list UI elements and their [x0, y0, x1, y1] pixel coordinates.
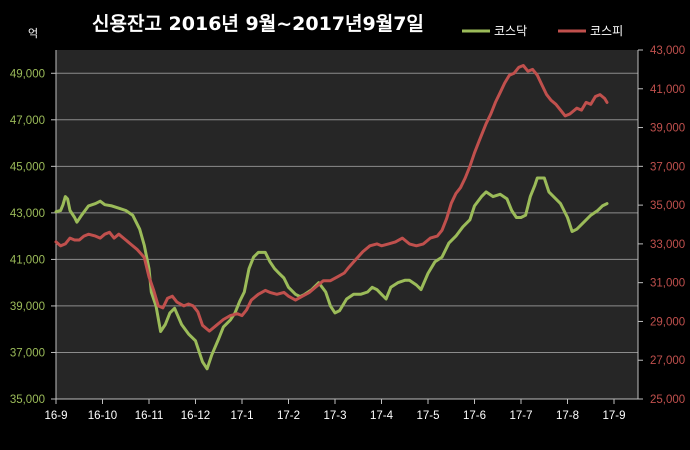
y-right-tick-label: 43,000: [650, 45, 685, 57]
gridlines: [55, 50, 639, 400]
y-right-tick-label: 25,000: [650, 394, 685, 406]
x-tick-label: 17-4: [370, 410, 394, 422]
y-right-tick-label: 37,000: [650, 161, 685, 173]
y-right-tick-label: 39,000: [650, 123, 685, 135]
x-tick-label: 16-11: [135, 410, 164, 422]
y-left-tick-label: 45,000: [10, 161, 45, 173]
x-tick-label: 17-7: [509, 410, 532, 422]
x-tick-label: 16-10: [88, 410, 117, 422]
unit-label: 억: [28, 27, 38, 40]
y-right-tick-label: 33,000: [650, 239, 685, 251]
x-tick-label: 17-3: [323, 410, 346, 422]
legend-label-kosdaq: 코스닥: [494, 24, 527, 38]
legend: 코스닥 코스피: [462, 24, 623, 38]
x-tick-label: 17-1: [230, 410, 253, 422]
series-lines: [54, 64, 609, 371]
y-left-tick-label: 35,000: [10, 394, 45, 406]
legend-label-kospi: 코스피: [590, 24, 623, 38]
x-tick-label: 17-6: [463, 410, 486, 422]
x-tick-label: 17-8: [556, 410, 579, 422]
y-left-tick-label: 49,000: [10, 68, 45, 80]
y-right-tick-label: 29,000: [650, 316, 685, 328]
x-tick-label: 16-12: [181, 410, 210, 422]
right-axis-ticks: 25,000 27,000 29,000 31,000 33,000 35,000 37,0…: [638, 45, 685, 406]
y-left-tick-label: 39,000: [10, 301, 45, 313]
plot-area: [56, 50, 638, 399]
y-left-tick-label: 47,000: [10, 115, 45, 127]
y-right-tick-label: 35,000: [650, 200, 685, 212]
x-tick-label: 17-5: [416, 410, 439, 422]
x-tick-label: 16-9: [44, 410, 67, 422]
chart-title: 신용잔고 2016년 9월~2017년9월7일: [92, 13, 424, 35]
x-tick-label: 17-2: [277, 410, 300, 422]
y-left-tick-label: 41,000: [10, 254, 45, 266]
series-line-kospi: [54, 64, 609, 333]
y-right-tick-label: 41,000: [650, 84, 685, 96]
y-left-tick-label: 43,000: [10, 208, 45, 220]
y-right-tick-label: 27,000: [650, 355, 685, 367]
y-left-tick-label: 37,000: [10, 347, 45, 359]
x-tick-label: 17-9: [602, 410, 625, 422]
left-axis-ticks: 35,000 37,000 39,000 41,000 43,000 45,000 47,0…: [10, 68, 56, 406]
y-right-tick-label: 31,000: [650, 278, 685, 290]
x-axis-ticks: 16-9 16-10 16-11 16-12 17-1 17-2 17-3 17-4 17-5 1…: [44, 399, 626, 422]
